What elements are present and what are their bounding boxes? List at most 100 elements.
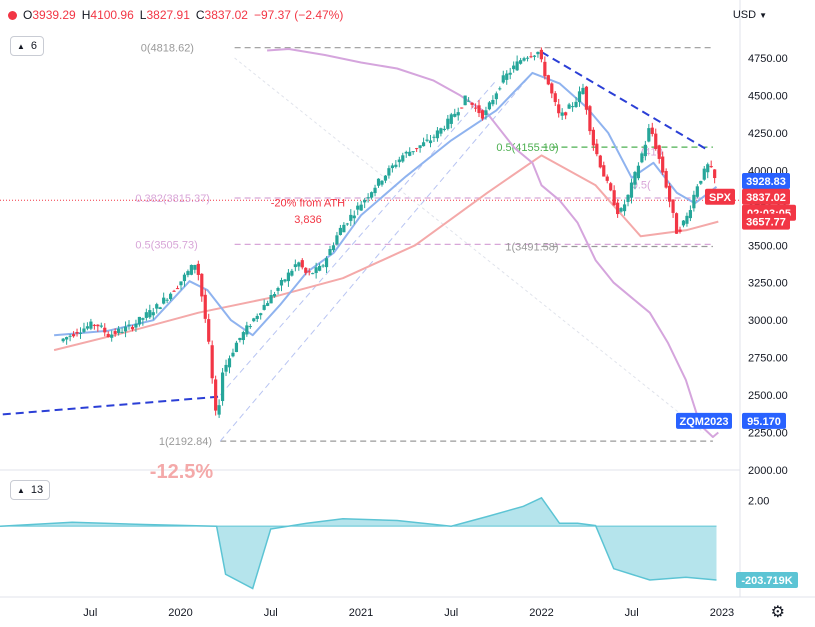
candle-body: [550, 83, 554, 94]
candle-body: [480, 110, 485, 119]
candle-body: [269, 294, 273, 304]
candle-body: [460, 107, 464, 109]
price-tag-3928: 3928.83: [742, 173, 790, 190]
candle-body: [68, 335, 72, 337]
candle-body: [518, 60, 523, 64]
symbol-tag-spx-text: SPX: [709, 192, 732, 204]
candle-body: [633, 171, 637, 185]
ath-drawdown-label: -20% from ATH: [271, 197, 345, 209]
candle-body: [293, 264, 297, 268]
candle-body: [629, 182, 634, 198]
symbol-tag-zqm: ZQM2023: [676, 412, 732, 429]
candle-body: [82, 328, 86, 332]
symbol-tag-zqm-bg: [676, 412, 732, 429]
candle-body: [494, 93, 498, 100]
candle-body: [123, 326, 128, 332]
close-label: C: [195, 8, 205, 22]
candle-body: [338, 227, 342, 235]
main-legend-toggle[interactable]: ▲ 6: [10, 36, 45, 56]
candle-body: [428, 140, 433, 144]
candle-body: [577, 91, 582, 103]
candle-body: [214, 379, 218, 411]
candle-body: [415, 148, 419, 150]
channel-line: [219, 72, 533, 442]
candle-body: [470, 102, 474, 105]
candle-body: [241, 332, 245, 341]
candle-body: [654, 133, 658, 150]
gear-icon[interactable]: ⚙: [770, 604, 785, 621]
price-tag-sma200: 3657.77: [742, 213, 790, 230]
open-label: O: [23, 8, 33, 22]
y-tick-label: 2500.00: [748, 390, 788, 402]
candle-body: [425, 139, 429, 141]
down-indicator-icon: [8, 11, 17, 20]
candle-body: [605, 176, 609, 181]
candle-body: [314, 267, 318, 274]
symbol-tag-spx: SPX: [705, 188, 735, 205]
price-tag-3928-text: 3928.83: [746, 176, 786, 188]
candle-body: [643, 144, 647, 157]
candle-body: [619, 208, 623, 212]
candle-body: [193, 264, 197, 270]
candle-body: [207, 319, 211, 342]
low-value: 3827.91: [146, 8, 190, 22]
candle-body: [713, 169, 717, 179]
sub-legend-toggle[interactable]: ▲ 13: [10, 480, 51, 500]
candle-body: [238, 337, 242, 341]
candle-body: [349, 214, 353, 221]
x-tick-label: Jul: [83, 607, 97, 619]
zqm2023-line: [267, 48, 719, 438]
candle-body: [702, 168, 706, 180]
candle-body: [203, 294, 207, 319]
price-tag-last-text: 3837.02: [746, 192, 786, 204]
y-tick-label: 3000.00: [748, 315, 788, 327]
main-legend-count: 6: [30, 40, 38, 52]
candle-body: [522, 58, 526, 61]
candle-body: [272, 294, 277, 297]
candle-body: [85, 326, 90, 329]
candle-body: [515, 61, 519, 71]
candle-body: [380, 180, 384, 185]
candle-body: [529, 56, 533, 58]
candle-body: [456, 112, 460, 116]
close-value: 3837.02: [204, 8, 248, 22]
symbol-tag-spx-bg: [705, 188, 735, 205]
candle-body: [671, 199, 675, 213]
low-label: L: [139, 8, 147, 22]
candle-body: [564, 112, 568, 116]
candle-body: [699, 180, 703, 184]
candle-body: [560, 112, 564, 116]
candle-body: [567, 104, 571, 109]
candle-body: [134, 323, 138, 328]
x-tick-label: Jul: [444, 607, 458, 619]
candle-body: [421, 142, 426, 147]
candle-body: [539, 49, 543, 60]
candle-body: [442, 128, 446, 130]
candle-body: [553, 93, 557, 103]
candle-body: [390, 165, 394, 169]
candle-body: [473, 107, 478, 109]
candle-body: [71, 334, 76, 337]
currency-selector[interactable]: USD ▼: [733, 9, 767, 21]
indicator-area: [0, 497, 717, 589]
candle-body: [383, 175, 388, 181]
candle-body: [595, 143, 599, 155]
candle-body: [113, 331, 117, 334]
price-tag-last-bg: [742, 188, 790, 205]
candle-body: [328, 249, 332, 256]
candle-body: [363, 199, 367, 203]
candle-body: [609, 183, 613, 191]
candle-body: [591, 129, 595, 146]
candle-body: [96, 324, 100, 327]
candle-body: [532, 55, 537, 57]
candle-body: [668, 185, 672, 202]
sub-legend-count: 13: [30, 484, 44, 496]
candle-body: [501, 75, 505, 83]
sma200-line: [53, 154, 719, 352]
fib-label: 1(3491.58): [505, 242, 558, 254]
candle-body: [75, 332, 79, 334]
candle-body: [266, 303, 270, 306]
indicator-value-tag: -203.719K: [736, 572, 798, 588]
candle-body: [487, 102, 492, 110]
